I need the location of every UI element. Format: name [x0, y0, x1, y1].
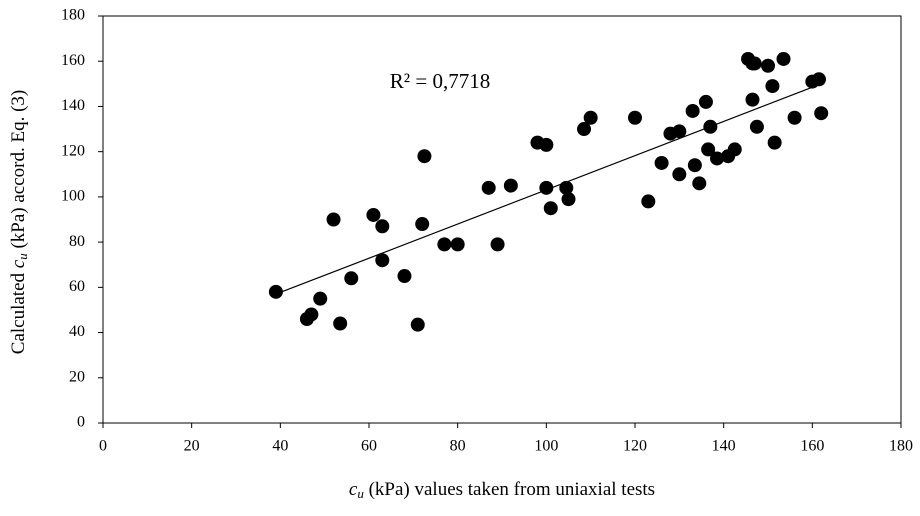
- point: [543, 201, 558, 216]
- point: [765, 79, 780, 94]
- point: [701, 142, 716, 157]
- point: [415, 217, 430, 232]
- label-part: u: [357, 486, 364, 501]
- point: [344, 271, 359, 286]
- x-tick-label: 0: [99, 438, 107, 455]
- x-tick-label: 100: [534, 438, 558, 455]
- point: [539, 137, 554, 152]
- point: [692, 176, 707, 191]
- point: [503, 178, 518, 193]
- point: [628, 110, 642, 125]
- point: [641, 194, 656, 209]
- plot-frame: [102, 15, 902, 424]
- x-tick-label: 140: [712, 438, 736, 455]
- point: [366, 207, 381, 222]
- label-part: u: [15, 253, 30, 260]
- x-tick-label: 180: [889, 438, 913, 455]
- point: [747, 56, 762, 71]
- y-tick-label: 160: [61, 52, 85, 69]
- point: [490, 237, 505, 252]
- point: [313, 291, 328, 306]
- x-tick-label: 20: [184, 438, 200, 455]
- x-tick-label: 60: [361, 438, 377, 455]
- point: [481, 180, 496, 195]
- label-part: Calculated: [8, 268, 29, 354]
- point: [811, 72, 826, 87]
- point: [787, 110, 802, 125]
- point: [710, 151, 725, 166]
- point: [577, 122, 592, 137]
- label-part: (kPa) accord. Eq. (3): [8, 90, 29, 254]
- point: [375, 253, 390, 268]
- point: [749, 119, 764, 134]
- point: [745, 92, 760, 107]
- point: [410, 317, 425, 332]
- point: [687, 158, 702, 173]
- y-tick-label: 180: [61, 7, 85, 24]
- point: [776, 51, 791, 66]
- x-tick-label: 160: [800, 438, 824, 455]
- point: [268, 284, 283, 299]
- y-tick-label: 80: [69, 233, 85, 250]
- label-part: c: [8, 259, 29, 268]
- point: [583, 110, 598, 125]
- point: [727, 142, 742, 157]
- point: [814, 106, 829, 121]
- y-tick-label: 0: [77, 414, 85, 431]
- y-tick-label: 100: [61, 188, 85, 205]
- x-tick-label: 40: [272, 438, 288, 455]
- point: [654, 155, 669, 170]
- point: [703, 119, 718, 134]
- point: [333, 316, 348, 331]
- annotation: R² = 0,7718: [390, 69, 490, 93]
- label-part: c: [349, 479, 358, 500]
- point: [417, 149, 432, 164]
- point: [375, 219, 390, 234]
- point: [326, 212, 341, 227]
- point: [437, 237, 452, 252]
- label-part: (kPa) values taken from uniaxial tests: [364, 479, 655, 500]
- y-tick-label: 60: [69, 278, 85, 295]
- point: [672, 124, 687, 139]
- y-axis-label: Calculated cu (kPa) accord. Eq. (3): [8, 90, 30, 354]
- x-tick-label: 120: [623, 438, 647, 455]
- point: [561, 192, 576, 207]
- y-tick-label: 120: [61, 142, 85, 159]
- point: [450, 237, 465, 252]
- point: [672, 167, 687, 182]
- y-tick-label: 40: [69, 323, 85, 340]
- point: [397, 269, 412, 284]
- point: [559, 180, 574, 195]
- x-axis-label: cu (kPa) values taken from uniaxial test…: [349, 479, 655, 501]
- point: [698, 94, 713, 109]
- y-tick-label: 20: [69, 368, 85, 385]
- y-tick-label: 140: [61, 97, 85, 114]
- x-tick-label: 80: [450, 438, 466, 455]
- point: [767, 135, 782, 150]
- point: [539, 180, 554, 195]
- point: [304, 307, 319, 322]
- point: [761, 58, 775, 73]
- point: [685, 103, 700, 118]
